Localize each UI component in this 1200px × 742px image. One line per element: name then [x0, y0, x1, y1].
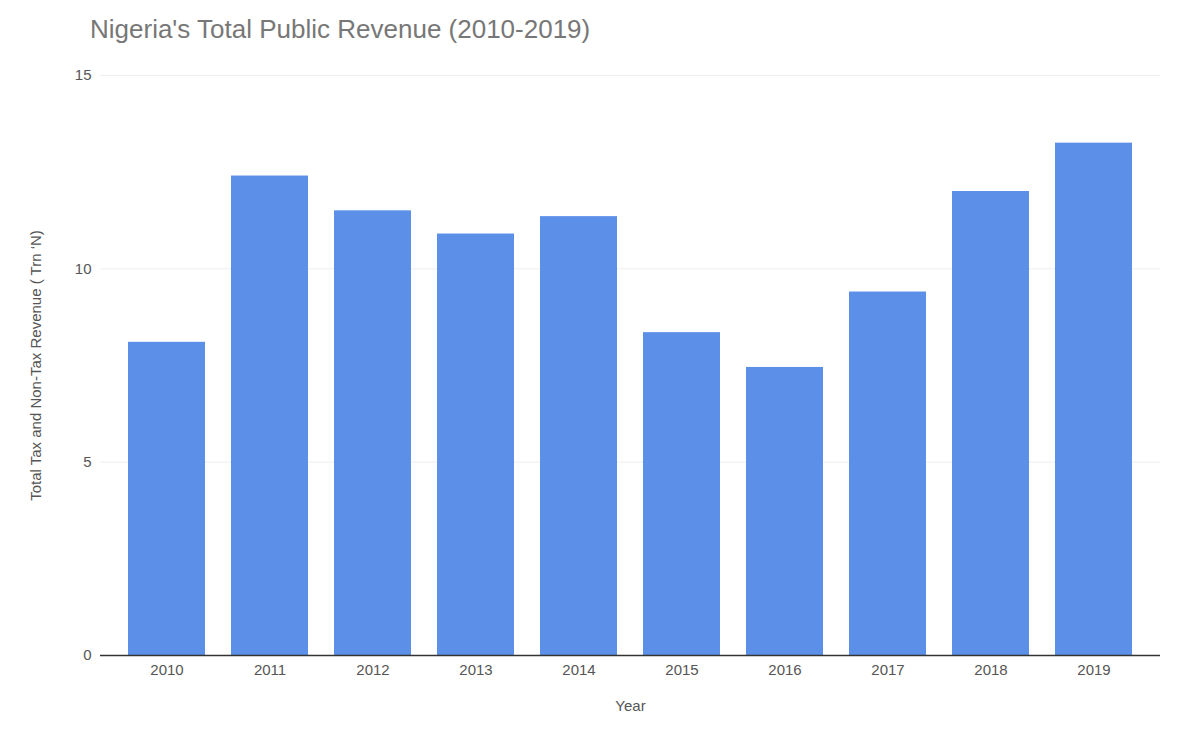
svg-text:2014: 2014: [562, 661, 595, 678]
svg-text:2012: 2012: [356, 661, 389, 678]
svg-text:2010: 2010: [150, 661, 183, 678]
svg-text:2018: 2018: [974, 661, 1007, 678]
svg-text:2019: 2019: [1077, 661, 1110, 678]
svg-text:10: 10: [75, 260, 92, 277]
svg-text:2016: 2016: [768, 661, 801, 678]
svg-text:2013: 2013: [459, 661, 492, 678]
svg-text:5: 5: [83, 453, 91, 470]
svg-text:Year: Year: [615, 697, 645, 714]
svg-text:15: 15: [75, 66, 92, 83]
svg-text:2017: 2017: [871, 661, 904, 678]
svg-text:2015: 2015: [665, 661, 698, 678]
svg-text:Total Tax and Non-Tax Revenue: Total Tax and Non-Tax Revenue ( Trn ‘N): [27, 230, 44, 501]
svg-text:2011: 2011: [254, 661, 286, 678]
html-text:Nigeria's Total Public Revenue: Nigeria's Total Public Revenue (2010-201…: [90, 14, 591, 44]
svg-text:0: 0: [83, 646, 91, 663]
